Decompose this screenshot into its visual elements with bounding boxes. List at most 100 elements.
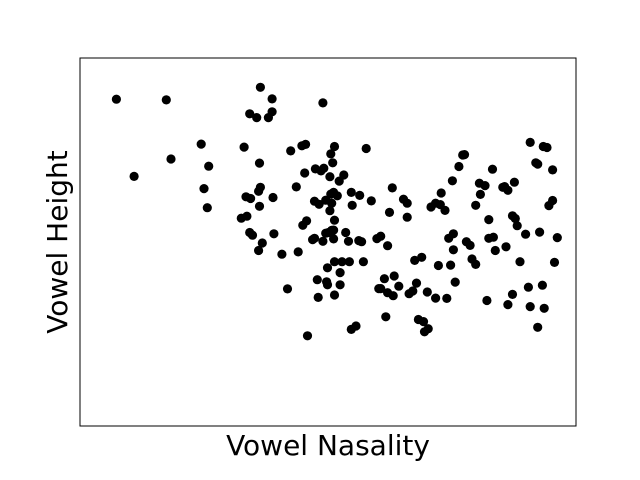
scatter-point-47 xyxy=(314,199,324,209)
scatter-point-86 xyxy=(357,237,367,247)
scatter-point-108 xyxy=(410,255,420,265)
scatter-point-95 xyxy=(381,312,391,322)
scatter-point-89 xyxy=(366,196,376,206)
scatter-point-101 xyxy=(388,291,398,301)
scatter-point-3 xyxy=(166,154,176,164)
scatter-point-161 xyxy=(549,257,560,267)
scatter-point-152 xyxy=(525,302,535,312)
scatter-point-102 xyxy=(394,281,404,291)
scatter-point-50 xyxy=(313,292,323,302)
scatter-point-79 xyxy=(347,200,357,210)
scatter-point-107 xyxy=(408,286,418,296)
scatter-point-32 xyxy=(291,182,301,192)
scatter-point-119 xyxy=(431,293,441,303)
scatter-point-96 xyxy=(383,241,393,251)
scatter-point-166 xyxy=(509,177,519,187)
scatter-point-121 xyxy=(436,188,446,198)
scatter-point-65 xyxy=(325,206,335,216)
scatter-point-17 xyxy=(255,82,265,92)
scatter-point-150 xyxy=(521,229,531,239)
scatter-point-85 xyxy=(355,190,365,200)
scatter-point-64 xyxy=(326,149,336,159)
scatter-point-147 xyxy=(510,213,520,224)
scatter-point-144 xyxy=(501,242,511,252)
scatter-point-157 xyxy=(537,280,548,290)
scatter-point-22 xyxy=(254,245,264,256)
scatter-point-164 xyxy=(538,141,548,152)
scatter-point-16 xyxy=(252,113,262,123)
scatter-point-167 xyxy=(503,300,513,310)
scatter-point-151 xyxy=(523,282,534,292)
scatter-point-137 xyxy=(482,295,492,306)
scatter-point-75 xyxy=(335,280,345,290)
scatter-point-172 xyxy=(448,229,458,239)
scatter-point-118 xyxy=(433,260,443,271)
scatter-point-29 xyxy=(277,249,287,259)
scatter-point-80 xyxy=(346,187,356,197)
scatter-point-53 xyxy=(322,263,333,273)
scatter-point-162 xyxy=(552,233,562,243)
scatter-point-31 xyxy=(286,146,296,156)
scatter-point-4 xyxy=(196,139,206,149)
scatter-point-27 xyxy=(268,192,278,203)
scatter-point-7 xyxy=(204,161,214,171)
scatter-point-168 xyxy=(484,233,494,243)
scatter-point-148 xyxy=(512,221,522,231)
scatter-point-145 xyxy=(503,185,513,195)
scatter-point-67 xyxy=(329,290,340,300)
scatter-point-81 xyxy=(344,257,354,267)
scatter-point-38 xyxy=(301,139,311,149)
scatter-point-42 xyxy=(302,331,313,341)
scatter-point-77 xyxy=(339,170,349,180)
scatter-point-62 xyxy=(329,257,340,267)
scatter-point-36 xyxy=(300,168,310,178)
scatter-point-125 xyxy=(448,245,458,255)
scatter-point-60 xyxy=(329,234,339,244)
scatter-point-18 xyxy=(254,201,265,211)
scatter-point-122 xyxy=(440,205,450,215)
scatter-point-97 xyxy=(384,207,395,217)
scatter-point-124 xyxy=(447,176,457,186)
scatter-point-87 xyxy=(358,257,368,267)
scatter-point-141 xyxy=(490,245,500,256)
scatter-point-76 xyxy=(341,227,351,238)
scatter-point-78 xyxy=(343,236,354,246)
scatter-point-68 xyxy=(329,141,340,152)
scatter-point-5 xyxy=(199,184,209,194)
scatter-point-30 xyxy=(282,284,293,294)
scatter-point-25 xyxy=(267,107,277,117)
scatter-point-131 xyxy=(459,150,470,160)
scatter-point-0 xyxy=(111,94,121,104)
scatter-point-23 xyxy=(257,238,267,248)
scatter-point-21 xyxy=(254,158,265,168)
scatter-point-1 xyxy=(129,171,139,181)
x-axis-label: Vowel Nasality xyxy=(226,429,430,462)
scatter-point-91 xyxy=(376,231,386,241)
scatter-point-12 xyxy=(246,193,256,204)
scatter-point-109 xyxy=(411,278,422,288)
scatter-point-9 xyxy=(242,211,252,221)
scatter-point-115 xyxy=(422,287,432,297)
scatter-point-111 xyxy=(417,252,427,262)
y-axis-label: Vowel Height xyxy=(41,150,74,333)
scatter-point-126 xyxy=(442,293,452,303)
scatter-point-128 xyxy=(450,277,460,287)
scatter-point-155 xyxy=(535,227,545,237)
scatter-point-26 xyxy=(267,94,277,104)
scatter-point-93 xyxy=(376,284,386,294)
scatter-point-45 xyxy=(318,98,328,108)
scatter-point-139 xyxy=(487,164,498,174)
scatter-point-20 xyxy=(254,186,264,196)
scatter-point-54 xyxy=(318,236,328,246)
scatter-point-72 xyxy=(335,268,345,278)
scatter-point-138 xyxy=(484,215,494,225)
points-layer xyxy=(111,82,562,341)
scatter-point-174 xyxy=(548,165,558,175)
scatter-point-104 xyxy=(402,212,412,222)
scatter-point-71 xyxy=(332,191,342,201)
scatter-point-114 xyxy=(423,324,433,334)
scatter-point-46 xyxy=(319,163,329,173)
scatter-point-14 xyxy=(247,230,258,240)
scatter-point-74 xyxy=(337,257,347,267)
